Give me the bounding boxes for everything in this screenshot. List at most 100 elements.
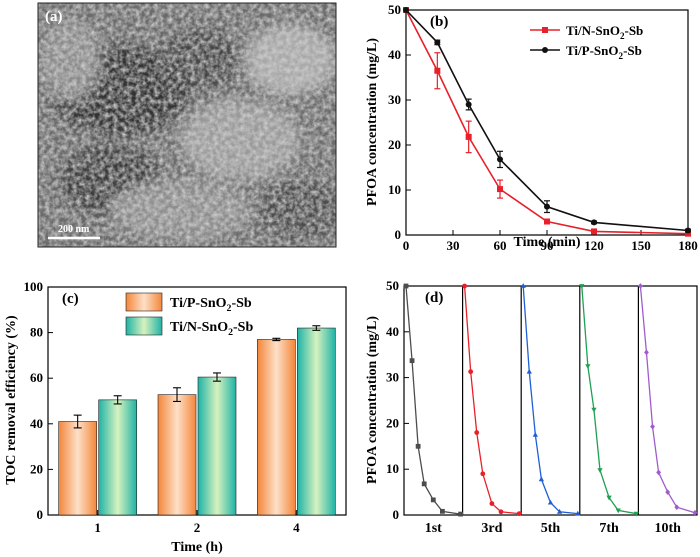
cycle-point bbox=[556, 508, 563, 514]
cycle-line bbox=[463, 285, 520, 515]
cycle-point bbox=[430, 497, 436, 503]
cycle-label: 7th bbox=[599, 521, 619, 536]
panel-c-label: (c) bbox=[62, 291, 79, 307]
cycle-point bbox=[579, 284, 585, 289]
cycle-point bbox=[480, 471, 486, 477]
scale-bar-label: 200 nm bbox=[58, 224, 90, 235]
cycle-point bbox=[526, 368, 532, 374]
panel-c-legend: Ti/P-SnO2-Sb Ti/N-SnO2-Sb bbox=[125, 292, 253, 338]
cycle-point bbox=[650, 423, 655, 430]
panel-c-chart: 0 20 40 60 80 100 1 2 4 (c) Time (h) TOC removal… bbox=[4, 279, 347, 555]
y-tick-label: 40 bbox=[388, 47, 401, 62]
x-tick-label: 0 bbox=[403, 238, 410, 253]
cycle-label: 5th bbox=[541, 521, 561, 536]
cycle-point bbox=[606, 495, 612, 501]
x-tick-label: 4 bbox=[293, 520, 300, 535]
bar bbox=[58, 421, 97, 516]
legend-swatch bbox=[125, 292, 163, 312]
panel-c-xlabel: Time (h) bbox=[171, 540, 223, 555]
y-tick-label: 100 bbox=[24, 279, 44, 294]
cycle-point bbox=[468, 369, 474, 375]
cycle-point bbox=[591, 407, 597, 413]
y-tick-label: 0 bbox=[393, 507, 400, 522]
cycle-point bbox=[692, 509, 698, 516]
cycle-point bbox=[547, 499, 554, 505]
data-point bbox=[403, 7, 409, 13]
legend-label: Ti/N-SnO2-Sb bbox=[566, 23, 643, 41]
cycle-point bbox=[532, 431, 538, 437]
bar bbox=[257, 339, 296, 516]
x-tick-label: 2 bbox=[194, 520, 201, 535]
cycle-point bbox=[458, 511, 463, 517]
cycle-point bbox=[520, 283, 526, 288]
data-point bbox=[434, 39, 441, 46]
bar bbox=[98, 399, 137, 516]
cycle-point bbox=[516, 511, 522, 517]
panel-b-legend: Ti/N-SnO2-Sb Ti/P-SnO2-Sb bbox=[530, 23, 643, 61]
cycle-line bbox=[581, 285, 637, 515]
cycle-point bbox=[498, 509, 504, 515]
y-tick-label: 10 bbox=[388, 182, 401, 197]
data-point bbox=[591, 219, 597, 226]
data-point bbox=[544, 203, 550, 210]
y-tick-label: 30 bbox=[386, 370, 399, 385]
cycle-line bbox=[405, 285, 461, 515]
cycle-point bbox=[597, 468, 603, 473]
y-tick-label: 20 bbox=[386, 415, 399, 430]
data-point bbox=[434, 67, 441, 74]
y-tick-label: 80 bbox=[30, 325, 43, 340]
y-tick-label: 0 bbox=[395, 227, 402, 242]
panel-d-label: (d) bbox=[425, 290, 443, 306]
data-point bbox=[465, 133, 472, 140]
series-line bbox=[405, 9, 689, 232]
x-tick-label: 30 bbox=[447, 238, 460, 253]
y-tick-label: 60 bbox=[30, 370, 43, 385]
y-tick-label: 40 bbox=[386, 324, 399, 339]
cycle-line bbox=[522, 285, 578, 515]
legend-label: Ti/P-SnO2-Sb bbox=[566, 43, 642, 61]
x-tick-label: 1 bbox=[94, 520, 101, 535]
cycle-point bbox=[665, 489, 671, 495]
cycle-label: 3rd bbox=[481, 521, 502, 536]
cycle-point bbox=[403, 283, 409, 289]
data-point bbox=[685, 230, 691, 237]
legend-swatch-marker bbox=[542, 27, 548, 33]
panel-a-label: (a) bbox=[45, 9, 63, 25]
cycle-point bbox=[440, 508, 445, 514]
cycle-line bbox=[639, 285, 696, 514]
panel-d-ylabel: PFOA concentration (mg/L) bbox=[365, 316, 380, 484]
legend-swatch-marker bbox=[542, 47, 548, 53]
panel-b-ylabel: PFOA concentration (mg/L) bbox=[365, 38, 380, 206]
y-tick-label: 20 bbox=[30, 461, 43, 476]
bar bbox=[297, 327, 336, 516]
legend-swatch bbox=[125, 316, 163, 336]
panel-d-chart: 0 10 20 30 40 50 1st 3rd 5th 7th 10th (d) PFOA con… bbox=[365, 278, 698, 536]
cycle-point bbox=[615, 508, 621, 514]
legend-label: Ti/P-SnO2-Sb bbox=[170, 296, 252, 314]
cycle-point bbox=[409, 358, 415, 364]
data-point bbox=[544, 218, 550, 225]
y-tick-label: 20 bbox=[388, 137, 401, 152]
cycle-point bbox=[415, 443, 421, 449]
x-tick-label: 180 bbox=[678, 238, 698, 253]
cycle-point bbox=[538, 476, 545, 482]
y-tick-label: 10 bbox=[386, 461, 399, 476]
panel-b-xlabel: Time (min) bbox=[513, 235, 580, 250]
cycle-label: 10th bbox=[654, 521, 681, 536]
cycle-point bbox=[656, 469, 661, 476]
cycle-label: 1st bbox=[425, 521, 442, 536]
cycle-point bbox=[489, 501, 495, 506]
sem-image-panel: (a) 200 nm bbox=[37, 2, 337, 248]
cycle-point bbox=[421, 481, 427, 487]
cycle-point bbox=[644, 349, 649, 356]
data-point bbox=[591, 228, 597, 235]
y-tick-label: 40 bbox=[30, 416, 43, 431]
sem-particle-texture bbox=[38, 3, 336, 247]
y-tick-label: 0 bbox=[37, 507, 44, 522]
x-tick-label: 120 bbox=[584, 238, 604, 253]
x-tick-label: 150 bbox=[631, 238, 651, 253]
panel-b-chart: 0 30 60 90 120 150 180 0 10 20 30 40 50 (b) Time (mi… bbox=[365, 2, 698, 253]
data-point bbox=[497, 156, 503, 163]
cycle-point bbox=[585, 364, 591, 370]
